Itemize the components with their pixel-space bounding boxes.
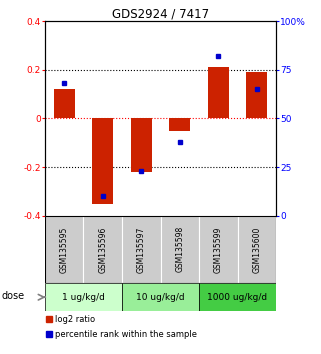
Bar [45,216,83,283]
Text: GSM135595: GSM135595 [60,226,69,273]
Text: GSM135599: GSM135599 [214,226,223,273]
Text: 1 ug/kg/d: 1 ug/kg/d [62,293,105,302]
Bar [199,283,276,312]
Bar [160,216,199,283]
Text: log2 ratio: log2 ratio [55,315,95,324]
Bar [246,72,267,119]
Bar [238,216,276,283]
Bar [199,216,238,283]
Text: percentile rank within the sample: percentile rank within the sample [55,330,196,339]
Bar [54,89,75,119]
Text: 10 ug/kg/d: 10 ug/kg/d [136,293,185,302]
Bar [122,283,199,312]
Text: GSM135600: GSM135600 [252,226,261,273]
Bar [45,283,122,312]
Text: GSM135598: GSM135598 [175,226,184,273]
Bar [92,119,113,204]
Title: GDS2924 / 7417: GDS2924 / 7417 [112,7,209,20]
Text: GSM135596: GSM135596 [98,226,107,273]
Text: 1000 ug/kg/d: 1000 ug/kg/d [207,293,268,302]
Bar [208,67,229,119]
Text: dose: dose [2,291,25,301]
Bar [131,119,152,172]
Bar [122,216,160,283]
Bar [169,119,190,131]
Text: GSM135597: GSM135597 [137,226,146,273]
Bar [83,216,122,283]
